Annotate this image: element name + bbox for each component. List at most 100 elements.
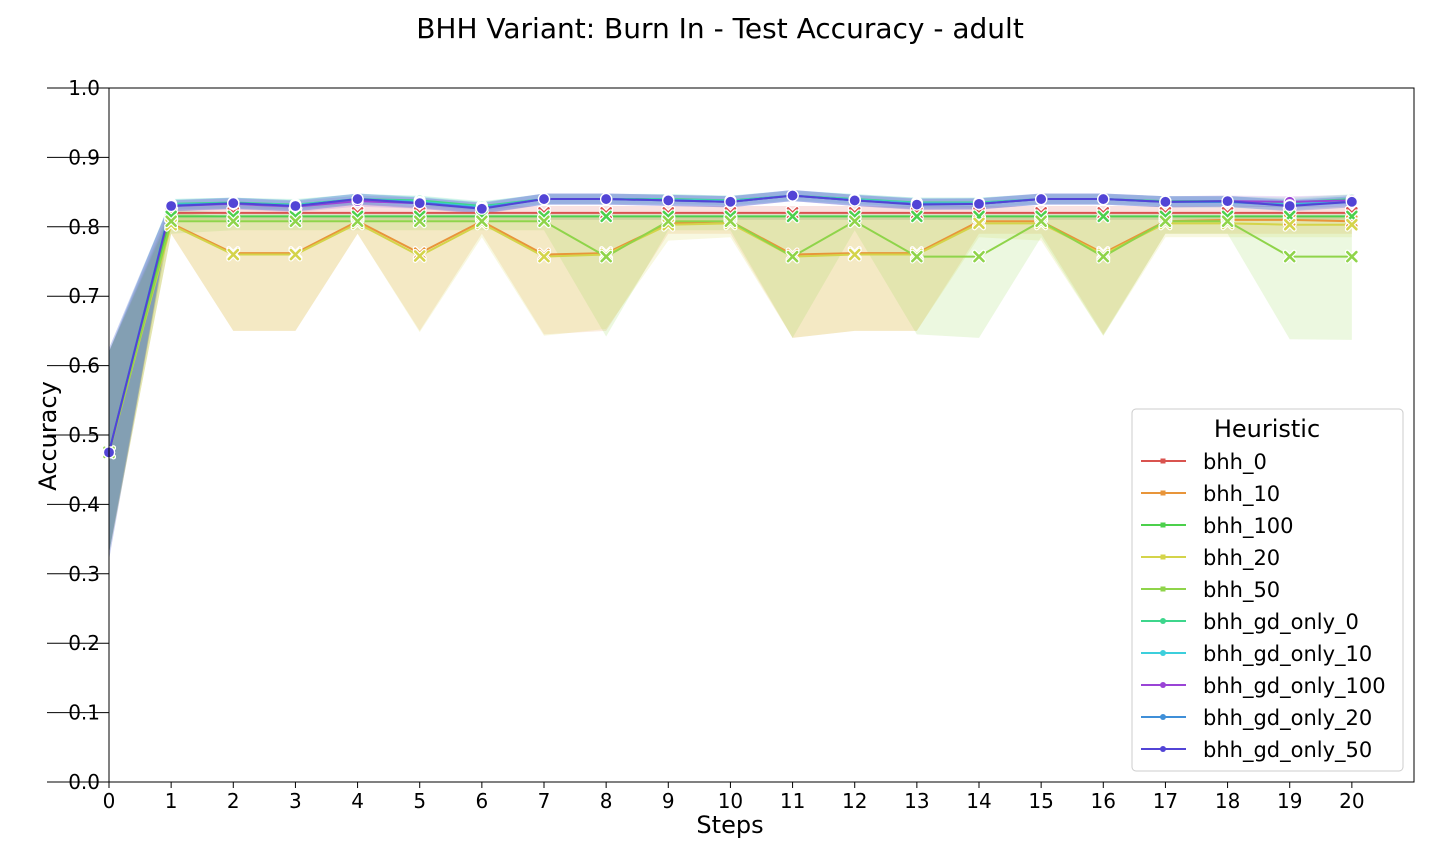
point-bhh-gd-only-50 — [475, 202, 488, 215]
point-cross — [786, 250, 799, 263]
legend-label: bhh_gd_only_10 — [1203, 642, 1372, 667]
point-cross — [600, 250, 612, 263]
point-bhh-gd-only-50 — [848, 194, 861, 207]
point-cross — [1097, 250, 1110, 263]
legend-swatch-marker — [1160, 746, 1166, 752]
legend-swatch-marker — [1160, 650, 1166, 656]
confidence-bands — [109, 190, 1352, 560]
point-bhh-20 — [288, 247, 303, 262]
legend-item-bhh-100: bhh_100 — [1141, 514, 1294, 539]
x-axis-label: Steps — [696, 811, 763, 839]
point-bhh-gd-only-50 — [165, 199, 178, 213]
point-bhh-gd-only-50 — [1097, 192, 1110, 206]
point-cross — [476, 215, 488, 228]
legend-box — [1131, 408, 1404, 772]
legend-swatch-marker — [1160, 490, 1166, 496]
point-bhh-20 — [972, 216, 986, 231]
legend-swatch-marker — [1160, 554, 1166, 560]
x-tick-label: 16 — [1091, 789, 1116, 813]
point-bhh-20 — [1282, 217, 1297, 232]
x-tick-label: 8 — [600, 789, 613, 813]
point-bhh-gd-only-50 — [289, 199, 302, 213]
legend-item-bhh-10: bhh_10 — [1141, 482, 1280, 507]
point-cross — [413, 215, 426, 228]
point-bhh-gd-only-50 — [413, 197, 426, 210]
legend-item-bhh-gd-only-50: bhh_gd_only_50 — [1141, 738, 1372, 763]
legend-label: bhh_100 — [1203, 514, 1294, 539]
legend-label: bhh_20 — [1203, 546, 1280, 571]
legend-swatch-marker — [1160, 522, 1166, 528]
legend-swatch-marker — [1160, 458, 1166, 464]
y-tick-label: 0.9 — [68, 145, 100, 169]
legend-label: bhh_10 — [1203, 482, 1280, 507]
point-cross — [289, 248, 302, 261]
point-cross — [786, 210, 799, 223]
y-tick-label: 0.5 — [68, 423, 100, 447]
point-cross — [662, 215, 675, 228]
point-bhh-50 — [1034, 214, 1049, 229]
x-tick-label: 19 — [1277, 789, 1302, 813]
point-cross — [1283, 218, 1296, 231]
legend: Heuristic bhh_0 bhh_10 bhh_100 bhh_20 bhh_50… — [1131, 408, 1404, 772]
legend-swatch-marker — [1160, 618, 1166, 624]
x-tick-label: 14 — [966, 789, 991, 813]
point-bhh-gd-only-50 — [1035, 192, 1048, 206]
legend-title: Heuristic — [1214, 415, 1320, 443]
x-axis-ticks: 0 1 2 3 4 5 6 7 8 9 10 11 12 13 14 15 16 17 18 19 20 — [103, 782, 1365, 813]
point-bhh-100 — [1096, 209, 1111, 224]
point-bhh-gd-only-50 — [786, 189, 799, 202]
x-tick-label: 15 — [1028, 789, 1053, 813]
legend-label: bhh_50 — [1203, 578, 1280, 603]
point-bhh-50 — [226, 214, 241, 229]
band-bhh-20 — [109, 216, 1352, 553]
legend-label: bhh_gd_only_20 — [1203, 706, 1372, 731]
point-cross — [538, 250, 550, 263]
point-cross — [848, 248, 861, 261]
x-tick-label: 2 — [227, 789, 240, 813]
point-bhh-20 — [412, 248, 427, 263]
legend-item-bhh-gd-only-20: bhh_gd_only_20 — [1141, 706, 1372, 731]
legend-item-bhh-gd-only-100: bhh_gd_only_100 — [1141, 674, 1386, 699]
point-bhh-50 — [1158, 214, 1173, 229]
point-bhh-gd-only-50 — [972, 197, 986, 210]
x-tick-label: 11 — [780, 789, 805, 813]
x-tick-label: 9 — [662, 789, 675, 813]
point-cross — [227, 215, 240, 228]
point-bhh-gd-only-50 — [724, 195, 737, 208]
point-cross — [289, 215, 302, 228]
point-cross — [1283, 250, 1296, 263]
x-tick-label: 5 — [413, 789, 426, 813]
y-tick-label: 1.0 — [68, 76, 100, 100]
legend-swatch-marker — [1160, 682, 1166, 688]
x-tick-label: 7 — [538, 789, 551, 813]
y-axis-ticks: 0.0 0.1 0.2 0.3 0.4 0.5 0.6 0.7 0.8 0.9 1.0 — [47, 76, 109, 794]
legend-item-bhh-20: bhh_20 — [1141, 546, 1280, 571]
point-bhh-50 — [1220, 214, 1235, 229]
point-bhh-50 — [661, 214, 676, 229]
point-bhh-gd-only-50 — [1283, 199, 1296, 213]
legend-label: bhh_gd_only_100 — [1203, 674, 1386, 699]
y-axis-label: Accuracy — [34, 381, 62, 491]
point-bhh-50 — [1344, 249, 1359, 264]
point-bhh-50 — [785, 249, 800, 264]
point-cross — [351, 215, 364, 228]
point-cross — [600, 210, 612, 223]
point-bhh-gd-only-50 — [1345, 195, 1358, 208]
point-bhh-gd-only-50 — [227, 197, 240, 210]
point-bhh-50 — [474, 214, 489, 229]
series-markers — [102, 189, 1359, 460]
y-tick-label: 0.3 — [68, 562, 100, 586]
x-tick-label: 18 — [1215, 789, 1240, 813]
point-cross — [538, 215, 550, 228]
chart-title: BHH Variant: Burn In - Test Accuracy - a… — [416, 12, 1024, 45]
x-tick-label: 20 — [1339, 789, 1364, 813]
x-tick-label: 13 — [904, 789, 929, 813]
point-bhh-gd-only-50 — [600, 192, 613, 206]
point-cross — [227, 248, 240, 261]
point-bhh-gd-only-50 — [1221, 195, 1234, 208]
x-tick-label: 4 — [351, 789, 364, 813]
point-bhh-gd-only-50 — [537, 192, 551, 206]
point-bhh-50 — [723, 214, 738, 229]
legend-item-bhh-gd-only-10: bhh_gd_only_10 — [1141, 642, 1372, 667]
point-bhh-20 — [1344, 217, 1359, 232]
